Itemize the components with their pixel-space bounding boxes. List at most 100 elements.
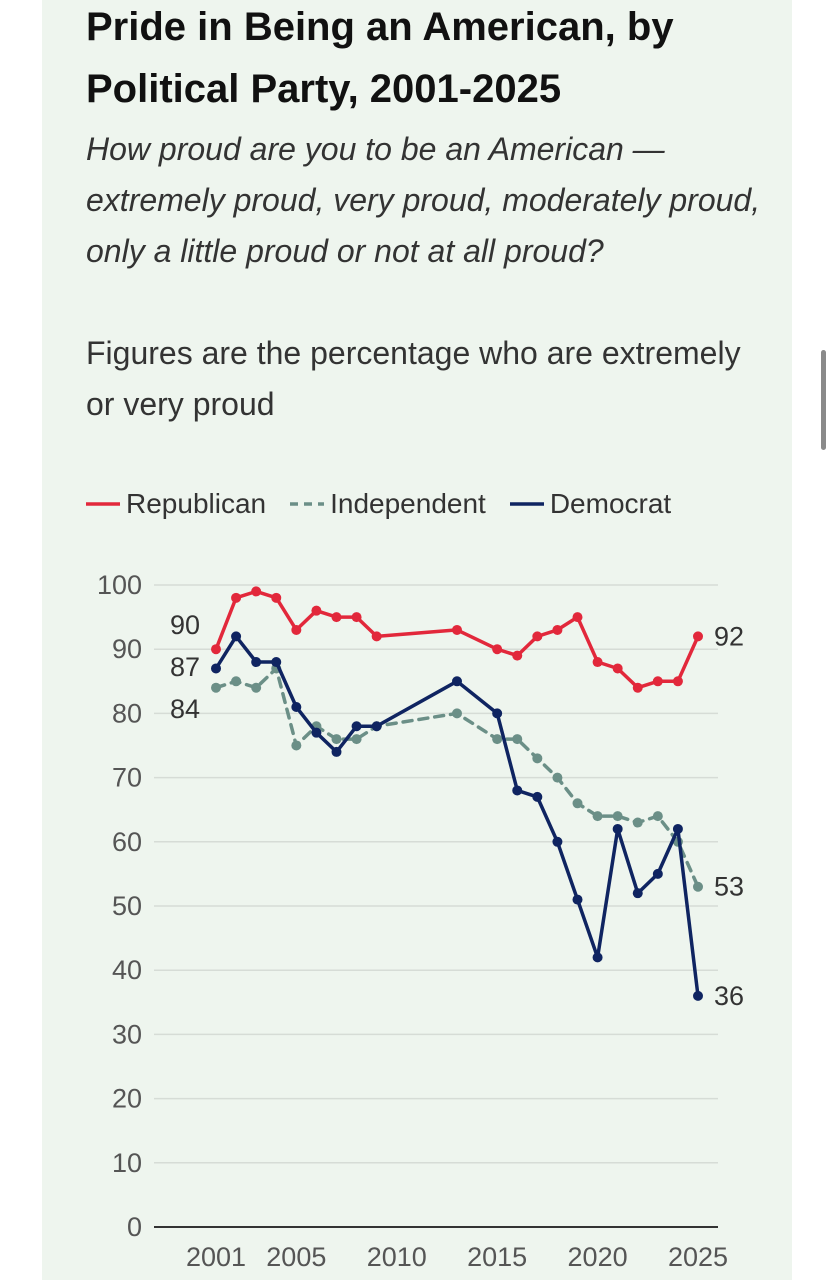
y-tick-label: 0 (127, 1212, 142, 1242)
data-point-democrat (652, 868, 663, 879)
data-point-independent (512, 734, 523, 745)
data-point-independent (251, 682, 262, 693)
series-line-republican (214, 589, 700, 690)
legend-swatch-republican (86, 502, 120, 506)
legend-label-democrat: Democrat (549, 488, 672, 519)
data-point-independent (652, 811, 663, 822)
data-point-independent (231, 676, 242, 687)
data-point-republican (452, 624, 462, 635)
x-tick-label: 2001 (186, 1242, 246, 1272)
data-point-republican (231, 592, 242, 603)
data-point-republican (693, 631, 703, 642)
data-point-independent (291, 740, 302, 751)
x-tick-label: 2025 (668, 1242, 728, 1272)
data-point-democrat (291, 701, 302, 712)
survey-question: How proud are you to be an American — ex… (86, 131, 761, 269)
data-point-independent (693, 881, 703, 892)
data-point-democrat (612, 823, 623, 834)
y-tick-label: 70 (112, 763, 142, 793)
end-label-republican: 92 (714, 621, 744, 651)
data-point-independent (351, 734, 362, 745)
data-point-independent (572, 798, 583, 809)
y-tick-label: 50 (112, 891, 142, 921)
data-point-independent (211, 682, 221, 693)
y-tick-label: 100 (97, 570, 142, 600)
legend-label-republican: Republican (126, 488, 267, 519)
scrollbar[interactable] (821, 350, 826, 450)
data-point-democrat (351, 721, 362, 732)
chart-title: Pride in Being an American, by Political… (86, 5, 674, 111)
start-label-republican: 90 (170, 610, 200, 640)
x-tick-label: 2020 (568, 1242, 628, 1272)
data-point-republican (572, 612, 583, 623)
data-point-independent (452, 708, 462, 719)
data-point-democrat (492, 708, 503, 719)
data-point-democrat (452, 676, 462, 687)
y-tick-label: 90 (112, 634, 142, 664)
series-line-democrat (214, 634, 700, 998)
data-point-democrat (331, 746, 342, 757)
data-point-democrat (231, 631, 242, 642)
x-tick-label: 2005 (266, 1242, 326, 1272)
legend-label-independent: Independent (330, 488, 486, 519)
data-point-democrat (311, 727, 322, 738)
y-tick-label: 40 (112, 955, 142, 985)
x-tick-label: 2015 (467, 1242, 527, 1272)
chart-note: Figures are the percentage who are extre… (86, 335, 741, 422)
data-point-democrat (592, 952, 603, 963)
data-point-republican (632, 682, 643, 693)
legend: Republican Independent Democrat (86, 484, 695, 524)
data-point-democrat (672, 823, 683, 834)
y-tick-label: 80 (112, 698, 142, 728)
chart-card (42, 0, 792, 1280)
data-point-republican (351, 612, 362, 623)
data-point-independent (552, 772, 563, 783)
start-label-independent: 84 (170, 694, 200, 724)
legend-swatch-democrat (509, 502, 544, 506)
data-point-republican (552, 624, 563, 635)
data-point-republican (251, 586, 262, 597)
data-point-democrat (572, 894, 583, 905)
data-point-republican (532, 631, 543, 642)
legend-swatch-independent (290, 502, 325, 506)
data-point-democrat (512, 785, 523, 796)
data-point-republican (512, 650, 523, 661)
legend-item-republican: Republican (86, 488, 266, 520)
y-tick-label: 30 (112, 1019, 142, 1049)
data-point-republican (291, 624, 302, 635)
data-point-democrat (371, 721, 382, 732)
end-label-independent: 53 (714, 872, 744, 902)
data-point-republican (492, 644, 503, 655)
data-point-democrat (693, 990, 703, 1001)
data-point-independent (532, 753, 543, 764)
data-point-democrat (552, 836, 563, 847)
data-point-democrat (532, 791, 543, 802)
data-point-democrat (632, 888, 643, 899)
data-point-independent (632, 817, 643, 828)
data-point-republican (331, 612, 342, 623)
x-tick-label: 2010 (367, 1242, 427, 1272)
data-point-republican (652, 676, 663, 687)
data-point-republican (311, 605, 322, 616)
data-point-republican (371, 631, 382, 642)
data-point-republican (271, 592, 282, 603)
y-tick-label: 20 (112, 1084, 142, 1114)
data-point-democrat (211, 663, 221, 674)
data-point-republican (672, 676, 683, 687)
y-tick-label: 60 (112, 827, 142, 857)
y-tick-label: 10 (112, 1148, 142, 1178)
data-point-republican (612, 663, 623, 674)
data-point-independent (331, 734, 342, 745)
legend-item-independent: Independent (290, 488, 486, 520)
start-label-democrat: 87 (170, 652, 200, 682)
data-point-independent (612, 811, 623, 822)
data-point-independent (592, 811, 603, 822)
legend-item-democrat: Democrat (509, 488, 672, 520)
data-point-republican (211, 644, 221, 655)
data-point-democrat (271, 657, 282, 668)
data-point-independent (492, 734, 503, 745)
end-label-democrat: 36 (714, 981, 744, 1011)
data-point-republican (592, 657, 603, 668)
data-point-democrat (251, 657, 262, 668)
